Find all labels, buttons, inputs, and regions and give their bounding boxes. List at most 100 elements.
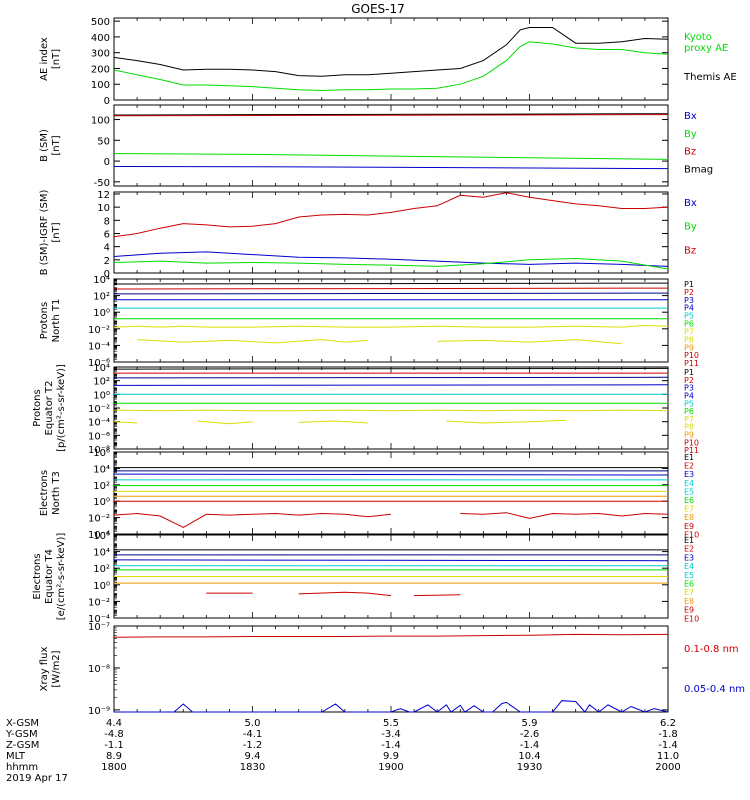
coord-value: -1.4 [381, 740, 401, 751]
y-tick-label: 10² [93, 292, 110, 303]
legend-label: Bmag [684, 164, 713, 175]
legend-label: 0.05-0.4 nm [684, 684, 745, 695]
legend-label: P5 [684, 399, 694, 408]
coord-value: -1.2 [243, 740, 263, 751]
legend-label: P11 [684, 359, 699, 368]
legend-label: E9 [684, 606, 694, 615]
legend-label: P4 [684, 391, 694, 400]
y-tick-label: 12 [97, 190, 110, 201]
legend-label: E6 [684, 496, 694, 505]
y-axis-label: B (SM) [39, 129, 50, 162]
y-tick-label: 8 [104, 216, 110, 227]
y-tick-label: 50 [97, 136, 110, 147]
x-tick-label: 2000 [655, 762, 680, 773]
legend-label: P3 [684, 384, 694, 393]
y-axis-label: [nT] [51, 222, 62, 242]
legend-label: E10 [684, 530, 699, 539]
y-tick-label: 10 [97, 203, 110, 214]
series-line-pe-6 [113, 409, 669, 412]
series-line-en-8 [113, 512, 392, 528]
y-axis-label: [nT] [51, 49, 62, 69]
y-tick-label: 10⁻⁴ [88, 614, 110, 625]
series-line-bsm-3 [113, 166, 669, 170]
y-axis-label: [e/(cm²-s-sr-keV)] [56, 533, 67, 621]
series-line-pe-7 [113, 421, 138, 424]
legend-label: E1 [684, 453, 694, 462]
coord-value: -1.1 [104, 740, 124, 751]
date-label: 2019 Apr 17 [6, 773, 68, 784]
legend-label: P5 [684, 312, 694, 321]
coord-value: -1.8 [658, 729, 678, 740]
legend-label: P7 [684, 415, 694, 424]
legend-label: E8 [684, 513, 694, 522]
y-tick-label: 0 [104, 96, 110, 107]
legend-label: P11 [684, 446, 699, 455]
y-axis-label: Protons [32, 389, 43, 426]
panel-ee: 10⁻⁴ 10⁻² 10⁰ 10² 10⁴ 10⁶ Electrons Equator T4[… [32, 531, 699, 625]
legend-label: P3 [684, 296, 694, 305]
y-tick-label: 0 [104, 157, 110, 168]
series-line-pn-6 [113, 324, 669, 328]
coord-value: 5.0 [245, 718, 261, 729]
legend-label: Bx [684, 111, 697, 122]
series-line-ee-8 [298, 591, 392, 597]
legend-label: P10 [684, 438, 699, 447]
legend-label: P8 [684, 335, 694, 344]
y-tick-label: 10⁻² [88, 325, 110, 336]
y-tick-label: 2 [104, 256, 110, 267]
coord-value: -1.4 [658, 740, 678, 751]
legend-label: P10 [684, 351, 699, 360]
series-line-ee-9 [414, 594, 461, 597]
series-line-pn-0 [113, 282, 669, 285]
legend-label: E3 [684, 553, 694, 562]
series-line-en-9 [460, 512, 669, 519]
panel-frame [113, 278, 669, 363]
coord-value: -3.4 [381, 729, 401, 740]
coord-value: -2.6 [520, 729, 540, 740]
y-axis-label: Protons [39, 302, 50, 339]
coord-row-label: hhmm [6, 762, 38, 773]
legend-label: P9 [684, 431, 694, 440]
series-line-pe-0 [113, 367, 669, 370]
series-line-bsm-1 [113, 114, 669, 117]
series-line-pe-3 [113, 384, 669, 386]
series-line-xray-0 [113, 633, 669, 638]
coord-value: 9.4 [245, 751, 261, 762]
legend-label: P4 [684, 304, 694, 313]
panel-bigrf: 0 2 4 6 8 10 12 B (SM)-IGRF (SM) [nT] Bx By Bz [39, 190, 697, 280]
y-tick-label: 10⁻⁴ [88, 530, 110, 541]
y-tick-label: 10⁴ [93, 548, 110, 559]
legend-label: E9 [684, 522, 694, 531]
y-axis-label: Electrons [39, 470, 50, 516]
series-line-pe-8 [197, 420, 253, 425]
y-tick-label: 4 [104, 243, 110, 254]
y-tick-label: 500 [91, 17, 110, 28]
y-axis-label: [W/m2] [51, 650, 62, 687]
y-tick-label: 10⁴ [93, 363, 110, 374]
series-line-bigrf-0 [113, 192, 669, 238]
y-axis-label: [p/(cm²-s-sr-keV)] [56, 364, 67, 452]
y-tick-label: 100 [91, 80, 110, 91]
series-line-en-2 [113, 473, 669, 476]
series-line-bsm-2 [113, 153, 669, 160]
legend-label: E3 [684, 470, 694, 479]
legend-label: P8 [684, 423, 694, 432]
y-tick-label: 10⁰ [93, 308, 110, 319]
coord-row-label: X-GSM [6, 718, 39, 729]
legend-label: Bz [684, 147, 696, 158]
y-axis-label: Electrons [32, 553, 43, 599]
y-tick-label: 10⁻⁹ [88, 706, 110, 717]
series-line-bigrf-1 [113, 251, 669, 267]
panel-frame [113, 625, 669, 713]
coord-value: 5.9 [522, 718, 538, 729]
legend-label: P6 [684, 407, 694, 416]
x-tick-label: 1830 [240, 762, 265, 773]
series-line-pn-8 [437, 339, 622, 345]
coord-row-label: Z-GSM [6, 740, 39, 751]
series-line-bigrf-2 [113, 257, 669, 270]
legend-label: Bx [684, 198, 697, 209]
y-tick-label: 10⁶ [93, 531, 110, 542]
panel-frame [113, 366, 669, 450]
